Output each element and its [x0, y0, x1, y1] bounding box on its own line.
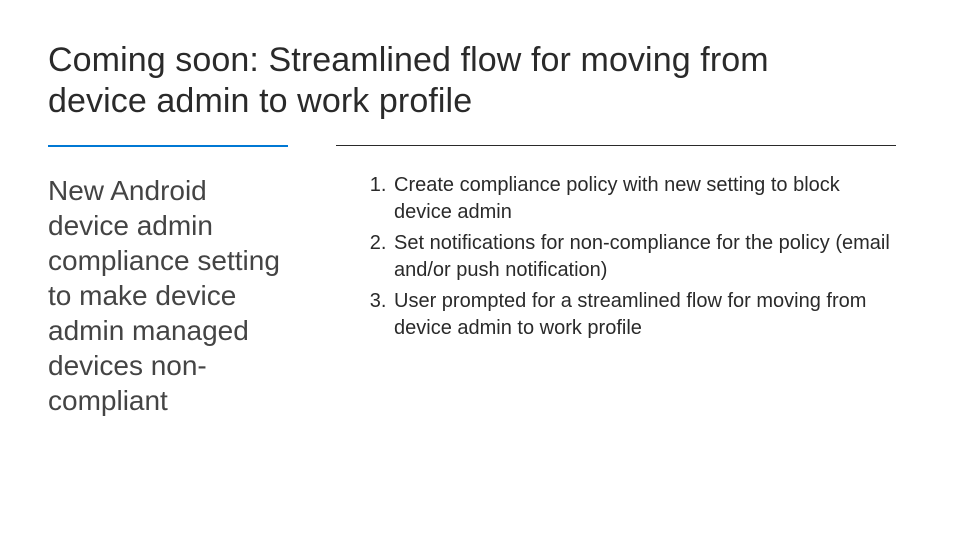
steps-list: Create compliance policy with new settin…	[336, 172, 896, 342]
slide: Coming soon: Streamlined flow for moving…	[0, 0, 960, 540]
list-item: Create compliance policy with new settin…	[392, 172, 896, 226]
right-underline	[336, 145, 896, 146]
content-columns: New Android device admin compliance sett…	[48, 145, 912, 418]
slide-title: Coming soon: Streamlined flow for moving…	[48, 40, 868, 123]
right-column: Create compliance policy with new settin…	[336, 145, 896, 346]
list-item: Set notifications for non-compliance for…	[392, 230, 896, 284]
left-underline	[48, 145, 288, 147]
list-item: User prompted for a streamlined flow for…	[392, 288, 896, 342]
left-summary-text: New Android device admin compliance sett…	[48, 173, 288, 418]
left-column: New Android device admin compliance sett…	[48, 145, 288, 418]
